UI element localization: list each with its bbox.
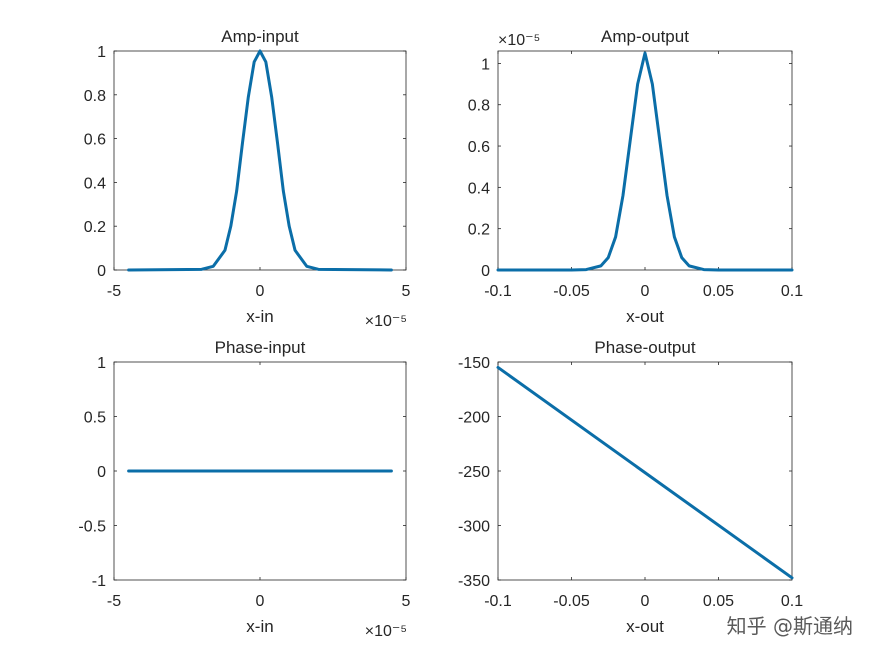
x-tick-label: 0.1 xyxy=(781,593,803,610)
y-tick-label: 0.8 xyxy=(468,98,490,115)
y-tick-label: 0 xyxy=(97,464,106,481)
x-axis-label: x-in xyxy=(246,617,273,636)
x-tick-label: -0.05 xyxy=(553,593,590,610)
x-tick-label: 0.05 xyxy=(703,593,734,610)
y-tick-label: 0 xyxy=(481,263,490,280)
subplot-amp-input: Amp-input-5 0 500.20.40.60.81x-in ×10⁻⁵ xyxy=(84,27,411,330)
series-line-amp-out xyxy=(496,51,794,272)
x-tick-label: 0 xyxy=(256,593,265,610)
x-tick-label: 0 xyxy=(641,283,650,300)
y-exponent-label: ×10⁻⁵ xyxy=(498,32,540,49)
y-tick-label: 1 xyxy=(481,56,490,73)
y-tick-label: -1 xyxy=(92,573,106,590)
y-tick-label: -350 xyxy=(458,573,490,590)
plot-title: Phase-input xyxy=(215,338,306,357)
y-tick-label: -200 xyxy=(458,410,490,427)
x-exponent-label: ×10⁻⁵ xyxy=(365,623,407,640)
x-tick-label: -5 xyxy=(107,283,121,300)
subplot-phase-input: Phase-input -5 0 5 -1 -0.5 0 0.5 1 x-in ×10⁻⁵ xyxy=(78,338,410,640)
y-tick-label: 0.4 xyxy=(84,175,106,192)
x-axis-label: x-in xyxy=(246,307,273,326)
y-tick-label: -0.5 xyxy=(78,519,106,536)
x-tick-label: 5 xyxy=(402,593,411,610)
y-tick-label: 0.6 xyxy=(468,139,490,156)
axes-box xyxy=(113,50,407,271)
y-tick-label: 0.2 xyxy=(468,222,490,239)
x-axis-label: x-out xyxy=(626,307,664,326)
y-tick-label: 0.2 xyxy=(84,219,106,236)
subplot-phase-output: Phase-output -0.1 -0.05 0 0.05 0.1 -350 -300 -25… xyxy=(458,338,803,636)
y-tick-label: 1 xyxy=(97,355,106,372)
series-line-amp-in xyxy=(127,49,393,272)
x-tick-label: 5 xyxy=(402,283,411,300)
y-tick-label: 0.4 xyxy=(468,180,490,197)
plot-title: Amp-input xyxy=(221,27,299,46)
y-tick-label: -250 xyxy=(458,464,490,481)
series-line-phase-out xyxy=(496,365,794,580)
y-tick-label: 1 xyxy=(97,44,106,61)
plot-title: Amp-output xyxy=(601,27,689,46)
x-tick-label: 0.05 xyxy=(703,283,734,300)
x-exponent-label: ×10⁻⁵ xyxy=(365,313,407,330)
y-tick-label: -150 xyxy=(458,355,490,372)
x-tick-label: -0.1 xyxy=(484,283,512,300)
watermark: 知乎 @斯通纳 xyxy=(726,614,853,638)
x-axis-label: x-out xyxy=(626,617,664,636)
x-tick-label: 0 xyxy=(256,283,265,300)
x-tick-label: 0 xyxy=(641,593,650,610)
y-tick-label: 0.6 xyxy=(84,132,106,149)
y-tick-label: -300 xyxy=(458,519,490,536)
x-tick-label: -5 xyxy=(107,593,121,610)
axes-box xyxy=(497,50,793,271)
subplot-amp-output: Amp-output -0.1 -0.05 0 0.05 0.1 0 0.2 0.4 0.6 0.8… xyxy=(468,27,803,326)
y-tick-label: 0.5 xyxy=(84,410,106,427)
x-tick-label: 0.1 xyxy=(781,283,803,300)
y-tick-label: 0.8 xyxy=(84,88,106,105)
x-tick-label: -0.1 xyxy=(484,593,512,610)
y-tick-label: 0 xyxy=(97,263,106,280)
x-tick-label: -0.05 xyxy=(553,283,590,300)
plot-title: Phase-output xyxy=(594,338,695,357)
